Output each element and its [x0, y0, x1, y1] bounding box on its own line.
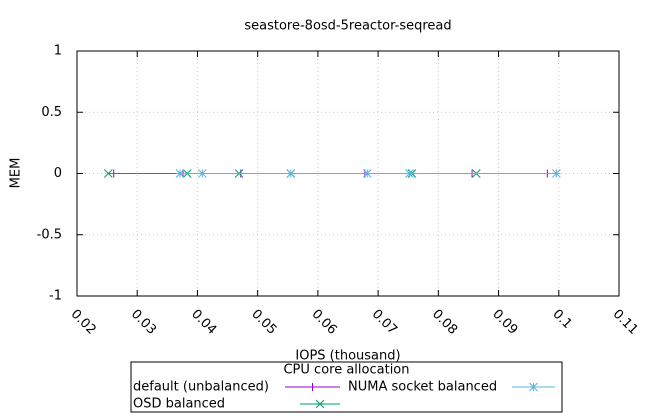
point-marker — [308, 383, 317, 391]
x-tick-label: 0.05 — [248, 307, 279, 338]
point-marker — [529, 382, 538, 392]
x-tick-label: 0.08 — [429, 307, 460, 338]
x-tick-label: 0.04 — [188, 307, 219, 338]
y-tick-label: -0.5 — [37, 227, 62, 242]
point-marker — [362, 169, 372, 178]
point-marker — [286, 169, 296, 178]
legend-label: NUMA socket balanced — [348, 380, 497, 395]
x-tick-label: 0.1 — [549, 307, 574, 332]
legend-title: CPU core allocation — [283, 363, 409, 378]
point-marker — [552, 169, 561, 178]
y-tick-label: 0 — [54, 166, 62, 181]
x-tick-label: 0.03 — [128, 307, 159, 338]
plot-border — [76, 50, 620, 297]
x-axis-label: IOPS (thousand) — [295, 349, 400, 364]
point-marker — [315, 399, 325, 409]
legend-label: OSD balanced — [133, 397, 225, 412]
legend-box — [130, 361, 563, 413]
x-tick-label: 0.02 — [68, 307, 99, 338]
x-tick-label: 0.09 — [489, 307, 520, 338]
y-tick-label: 1 — [54, 44, 62, 59]
point-marker — [405, 169, 414, 178]
x-tick-label: 0.07 — [369, 307, 400, 338]
y-tick-label: 0.5 — [41, 105, 62, 120]
legend-label: default (unbalanced) — [133, 380, 269, 395]
point-marker — [103, 169, 113, 178]
x-tick-label: 0.06 — [309, 307, 340, 338]
chart-title: seastore-8osd-5reactor-seqread — [244, 19, 451, 34]
y-tick-label: -1 — [49, 289, 62, 304]
x-tick-label: 0.11 — [610, 307, 641, 338]
point-marker — [175, 169, 185, 178]
point-marker — [197, 169, 207, 178]
y-axis-label: MEM — [9, 158, 24, 189]
